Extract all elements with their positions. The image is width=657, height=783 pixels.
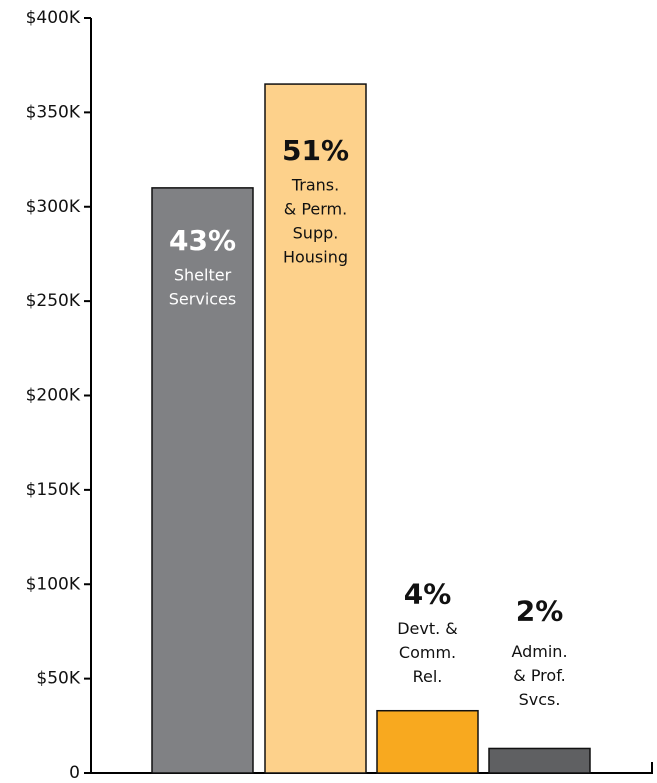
bar bbox=[488, 747, 591, 774]
category-label: & Perm. bbox=[284, 200, 347, 219]
bar bbox=[376, 709, 479, 774]
y-tick-label: $250K bbox=[26, 291, 81, 311]
percent-label: 43% bbox=[169, 224, 236, 257]
category-label: Comm. bbox=[399, 643, 456, 662]
percent-label: 51% bbox=[282, 134, 349, 167]
bar bbox=[151, 187, 254, 774]
y-tick-label: $100K bbox=[26, 574, 81, 594]
y-tick-label: $150K bbox=[26, 480, 81, 500]
y-tick-label: $350K bbox=[26, 102, 81, 122]
category-label: Svcs. bbox=[519, 690, 561, 709]
category-label: Devt. & bbox=[397, 619, 458, 638]
y-tick-label: 0 bbox=[69, 763, 80, 783]
y-tick-label: $300K bbox=[26, 197, 81, 217]
category-label: & Prof. bbox=[513, 666, 566, 685]
category-label: Services bbox=[169, 289, 236, 308]
category-label: Trans. bbox=[291, 176, 339, 195]
y-tick-label: $400K bbox=[26, 8, 81, 28]
category-label: Shelter bbox=[174, 265, 232, 284]
y-tick-label: $50K bbox=[36, 669, 80, 689]
y-tick-label: $200K bbox=[26, 386, 81, 406]
category-label: Supp. bbox=[293, 224, 339, 243]
category-label: Rel. bbox=[413, 667, 443, 686]
category-label: Housing bbox=[283, 248, 348, 267]
percent-label: 2% bbox=[516, 594, 564, 627]
percent-label: 4% bbox=[404, 578, 452, 611]
category-label: Admin. bbox=[511, 642, 567, 661]
bar bbox=[264, 83, 367, 774]
